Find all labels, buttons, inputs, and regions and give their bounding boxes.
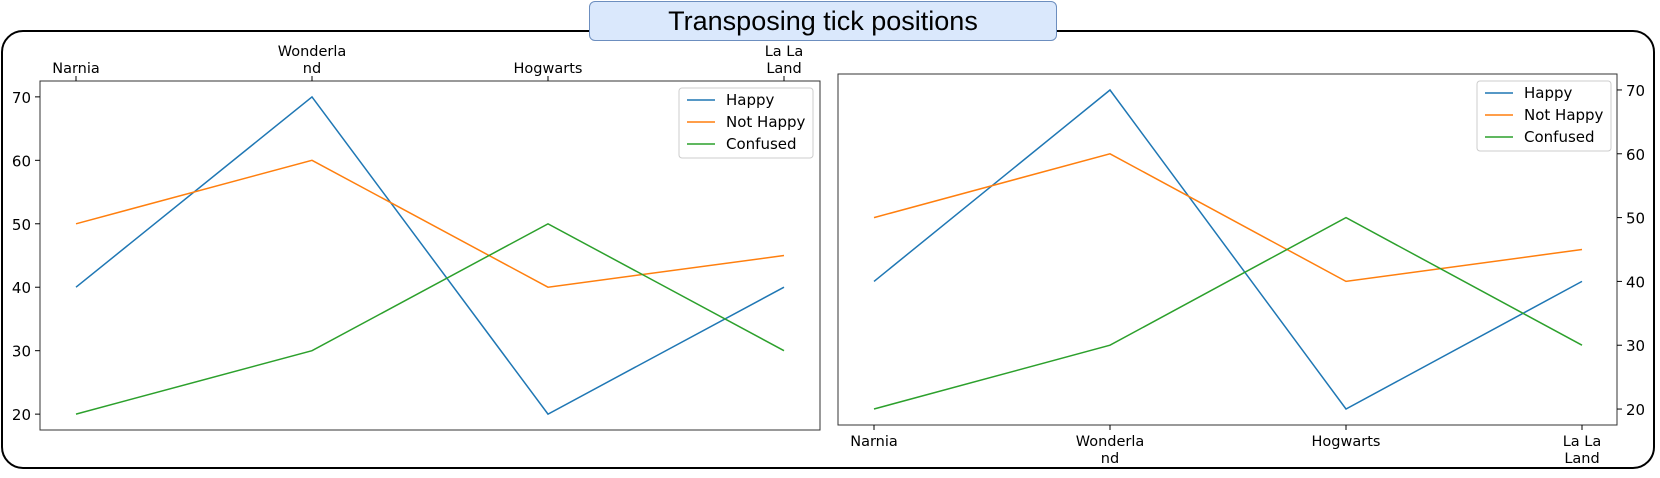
x-tick-label: Hogwarts xyxy=(1312,434,1381,450)
legend-label: Confused xyxy=(726,135,797,153)
y-tick-label: 30 xyxy=(1626,337,1645,355)
legend-label: Not Happy xyxy=(1524,106,1604,124)
y-tick-label: 40 xyxy=(12,279,31,297)
legend-box xyxy=(1476,80,1612,152)
y-tick-label: 70 xyxy=(1626,82,1645,100)
y-tick-label: 20 xyxy=(12,406,31,424)
series-line-not-happy xyxy=(75,159,785,288)
x-tick-label: Narnia xyxy=(52,61,100,77)
y-tick-label: 70 xyxy=(12,89,31,107)
legend: Happy Not Happy Confused xyxy=(1476,80,1612,152)
plot-area xyxy=(39,80,821,431)
y-tick-label: 40 xyxy=(1626,273,1645,291)
y-tick-label: 60 xyxy=(12,152,31,170)
x-tick-label: nd xyxy=(303,61,321,77)
x-tick-label: La La xyxy=(765,44,804,60)
y-tick-label: 20 xyxy=(1626,401,1645,419)
series-line-not-happy xyxy=(873,152,1583,283)
figure-frame xyxy=(1,30,1655,469)
series-line-confused xyxy=(873,216,1583,410)
y-tick-label: 60 xyxy=(1626,146,1645,164)
x-tick-label: Land xyxy=(766,61,801,77)
y-tick-label: 30 xyxy=(12,343,31,361)
x-tick-label: Wonderla xyxy=(278,44,347,60)
y-tick-label: 50 xyxy=(12,216,31,234)
legend-label: Confused xyxy=(1524,128,1595,146)
y-tick-label: 50 xyxy=(1626,210,1645,228)
legend-label: Happy xyxy=(1524,84,1573,102)
series-line-happy xyxy=(75,95,785,416)
figure-title: Transposing tick positions xyxy=(589,1,1057,41)
plot-area xyxy=(837,73,1618,426)
x-tick-label: La La xyxy=(1563,434,1602,450)
x-tick-label: Hogwarts xyxy=(514,61,583,77)
x-tick-label: Narnia xyxy=(850,434,898,450)
legend-label: Happy xyxy=(726,91,775,109)
figure-title-text: Transposing tick positions xyxy=(668,5,978,36)
series-line-happy xyxy=(873,88,1583,410)
legend: Happy Not Happy Confused xyxy=(678,87,814,159)
series-line-confused xyxy=(75,222,785,415)
legend-box xyxy=(678,87,814,159)
legend-label: Not Happy xyxy=(726,113,806,131)
x-tick-label: Land xyxy=(1564,451,1599,467)
x-tick-label: Wonderla xyxy=(1076,434,1145,450)
x-tick-label: nd xyxy=(1101,451,1119,467)
